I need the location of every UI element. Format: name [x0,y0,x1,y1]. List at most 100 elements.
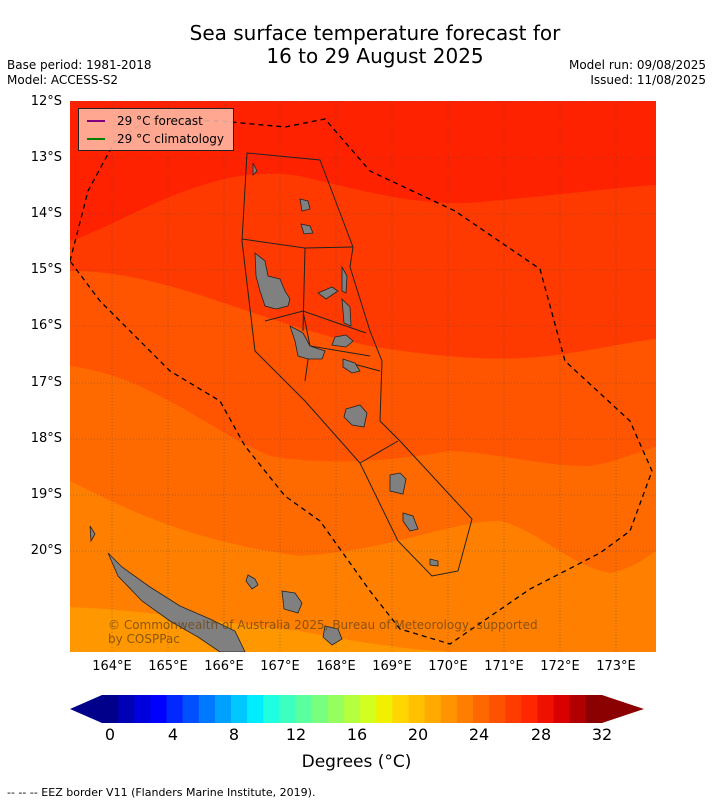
colorbar-cell [279,695,297,723]
lon-label-173e: 173°E [596,659,636,674]
island-epi [342,358,361,374]
colorbar-cell [118,695,135,723]
colorbar-cell [472,695,490,723]
island-tanna [402,512,419,532]
island-maewo [341,265,348,294]
chart-title: Sea surface temperature forecast for 16 … [0,22,713,68]
colorbar-cell [182,695,200,723]
lat-label-12s: 12°S [30,94,62,109]
island-loyalty-2 [281,590,303,614]
colorbar-cell [134,695,151,723]
colorbar-low-arrow [70,695,102,723]
island-ambrym [331,334,354,348]
lon-label-171e: 171°E [484,659,524,674]
colorbar-tick-24: 24 [468,725,490,744]
colorbar-cell [311,695,329,723]
lat-label-13s: 13°S [30,150,62,165]
colorbar-cell [505,695,522,723]
lon-label-164e: 164°E [92,659,132,674]
colorbar-cell [537,695,555,723]
colorbar-cell [553,695,571,723]
colorbar-tick-20: 20 [407,725,429,744]
lat-label-19s: 19°S [30,487,62,502]
lat-label-18s: 18°S [30,431,62,446]
lon-label-170e: 170°E [428,659,468,674]
island-pentecost [341,297,352,327]
island-gaua [300,223,314,235]
eez-border [70,118,653,645]
colorbar-cell [456,695,474,723]
colorbar-cell [569,695,587,723]
colorbar-cell [489,695,506,723]
island-new-caledonia [107,552,246,652]
map-canvas [70,101,656,652]
island-aneityum [429,558,439,567]
island-erromango [389,472,407,495]
colorbar-tick-0: 0 [104,725,116,744]
island-efate [343,404,368,428]
legend-climatology: 29 °C climatology [87,131,224,147]
colorbar-cell [408,695,426,723]
forecast-line-swatch [87,120,105,122]
map-legend: 29 °C forecast 29 °C climatology [78,108,234,151]
model-name: Model: ACCESS-S2 [7,73,119,87]
colorbar-cell [150,695,168,723]
title-line-1: Sea surface temperature forecast for [189,21,561,45]
colorbar-cell [585,695,603,723]
colorbar-cell [295,695,313,723]
colorbar-cell [263,695,280,723]
copyright-notice: © Commonwealth of Australia 2025, Bureau… [108,618,538,646]
lat-label-15s: 15°S [30,262,62,277]
colorbar-tick-32: 32 [591,725,613,744]
island-loyalty-3 [322,625,343,646]
land [89,162,439,652]
colorbar-cell [247,695,264,723]
colorbar-cell [231,695,248,723]
sst-map: 29 °C forecast 29 °C climatology [70,101,656,652]
lon-label-169e: 169°E [372,659,412,674]
colorbar-tick-12: 12 [285,725,307,744]
colorbar-tick-16: 16 [346,725,368,744]
base-period: Base period: 1981-2018 [7,58,152,72]
sst-zone-5 [70,481,656,652]
meta-right: Model run: 09/08/2025 Issued: 11/08/2025 [569,58,706,88]
colorbar-cell [214,695,232,723]
colorbar-cell [198,695,216,723]
island-santo-north [252,162,258,176]
island-ambae [317,286,339,300]
sst-zone-6 [70,607,450,652]
issued-date: Issued: 11/08/2025 [590,73,706,87]
lon-label-167e: 167°E [260,659,300,674]
colorbar-tick-28: 28 [530,725,552,744]
colorbar-cell [327,695,345,723]
climatology-line-swatch [87,138,105,140]
legend-forecast: 29 °C forecast [87,113,203,129]
title-line-2: 16 to 29 August 2025 [266,44,484,68]
lon-label-166e: 166°E [204,659,244,674]
colorbar-title: Degrees (°C) [301,752,412,772]
legend-forecast-label: 29 °C forecast [117,114,203,128]
colorbar-cell [521,695,538,723]
colorbar [70,695,644,723]
island-vanua-lava [299,198,311,212]
lat-label-17s: 17°S [30,375,62,390]
lat-label-16s: 16°S [30,318,62,333]
copyright-line-1: © Commonwealth of Australia 2025, Bureau… [108,618,538,632]
legend-climatology-label: 29 °C climatology [117,132,225,146]
model-run: Model run: 09/08/2025 [568,58,706,72]
lat-label-14s: 14°S [30,206,62,221]
copyright-line-2: by COSPPac [108,632,180,646]
lon-label-165e: 165°E [148,659,188,674]
colorbar-cell [392,695,409,723]
colorbar-tick-4: 4 [167,725,179,744]
eez-footnote: -- -- -- EEZ border V11 (Flanders Marine… [7,786,316,799]
colorbar-tick-8: 8 [228,725,240,744]
colorbar-cell [360,695,377,723]
colorbar-cell [424,695,442,723]
meta-left: Base period: 1981-2018 Model: ACCESS-S2 [7,58,152,88]
lon-label-172e: 172°E [540,659,580,674]
colorbar-cell [102,695,119,723]
lat-label-20s: 20°S [30,543,62,558]
colorbar-cell [440,695,458,723]
colorbar-high-arrow [602,695,644,723]
